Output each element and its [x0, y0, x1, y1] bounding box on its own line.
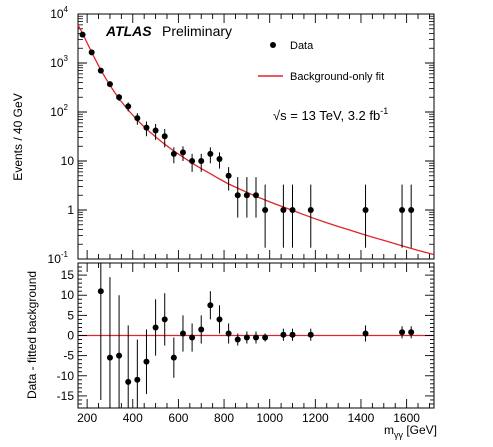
top-data-point	[243, 192, 250, 199]
top-data-point	[79, 31, 86, 38]
residual-point	[134, 376, 141, 383]
top-data-point	[161, 133, 168, 140]
top-data-point	[116, 94, 123, 101]
residual-point	[262, 334, 269, 341]
residual-point	[216, 316, 223, 323]
top-data-point	[88, 49, 95, 56]
top-data-point	[280, 207, 287, 213]
top-data-points	[79, 31, 415, 248]
residual-point	[161, 316, 168, 323]
top-panel: 10-1 1 10 102 103 104 Events / 40 GeV ATLAS P…	[11, 5, 435, 266]
top-y-tick-label: 10-1	[48, 250, 69, 266]
residual-point	[198, 326, 205, 333]
top-data-point	[262, 207, 269, 213]
top-data-point	[152, 127, 159, 134]
top-data-point	[408, 207, 415, 213]
top-y-tick-label: 10	[61, 154, 75, 168]
bottom-y-tick-label: 10	[61, 288, 75, 302]
bottom-y-ticks: -15 -10 -5 0 5 10 15	[57, 266, 434, 405]
bottom-y-tick-label: 5	[67, 308, 74, 322]
top-data-point	[143, 124, 150, 131]
residual-point	[179, 330, 186, 337]
experiment-label: ATLAS	[105, 23, 152, 39]
top-y-tick-label: 102	[50, 103, 68, 119]
top-data-point	[225, 172, 232, 179]
residual-point	[289, 331, 296, 338]
legend-data-marker	[270, 42, 276, 48]
residual-point	[399, 329, 406, 336]
residual-point	[116, 352, 123, 359]
y-axis-title-top: Events / 40 GeV	[11, 93, 25, 180]
x-tick-label: 800	[214, 411, 234, 425]
residual-point	[408, 329, 415, 336]
top-y-tick-label: 1	[67, 203, 74, 217]
bottom-y-tick-label: -10	[57, 369, 75, 383]
top-x-ticks	[86, 14, 430, 259]
residual-point	[97, 288, 104, 295]
y-axis-title-bottom: Data - fitted background	[25, 271, 39, 399]
residual-point	[143, 358, 150, 365]
x-tick-label: 1600	[393, 411, 420, 425]
x-tick-label: 200	[77, 411, 97, 425]
bottom-y-tick-label: -15	[57, 389, 75, 403]
top-data-point	[179, 149, 186, 156]
residual-point	[225, 330, 232, 337]
residual-point	[234, 336, 241, 343]
bottom-y-tick-label: -5	[63, 349, 74, 363]
top-data-point	[289, 207, 296, 213]
top-data-point	[125, 103, 132, 110]
bottom-x-ticks: 200 400 600 800 1000 1200 1400 1600	[77, 263, 430, 425]
residual-point	[106, 354, 113, 361]
top-data-point	[198, 158, 205, 164]
status-label: Preliminary	[162, 23, 232, 39]
top-data-point	[399, 207, 406, 213]
residual-point	[152, 324, 159, 331]
residual-point	[280, 331, 287, 338]
x-tick-label: 1000	[256, 411, 283, 425]
energy-luminosity-label: √s = 13 TeV, 3.2 fb-1	[273, 106, 388, 123]
top-data-point	[216, 155, 223, 162]
top-data-point	[106, 81, 113, 88]
x-tick-label: 1200	[302, 411, 329, 425]
top-data-point	[307, 207, 314, 213]
bottom-panel: -15 -10 -5 0 5 10 15 200 400 600 800 1000 1200 1400 1…	[25, 262, 437, 440]
x-tick-label: 400	[123, 411, 143, 425]
background-fit-curve	[77, 24, 435, 256]
top-y-tick-label: 103	[50, 54, 68, 70]
top-y-tick-label: 104	[50, 5, 68, 21]
top-data-point	[170, 150, 177, 157]
residual-point	[253, 334, 259, 341]
x-axis-title: mγγ [GeV]	[384, 423, 437, 440]
top-data-point	[189, 158, 196, 164]
residual-point	[307, 331, 314, 338]
top-panel-frame	[77, 13, 435, 260]
top-data-point	[97, 67, 104, 74]
top-data-point	[253, 192, 259, 199]
x-tick-label: 1400	[348, 411, 375, 425]
top-data-point	[362, 207, 369, 213]
residual-point	[207, 302, 214, 309]
residual-point	[362, 330, 369, 337]
legend-fit-label: Background-only fit	[290, 71, 384, 83]
x-tick-label: 600	[168, 411, 188, 425]
legend-data-label: Data	[290, 40, 314, 52]
residual-point	[170, 354, 177, 361]
bottom-y-tick-label: 15	[61, 268, 75, 282]
top-data-point	[134, 115, 141, 122]
residual-point	[189, 334, 196, 341]
residual-point	[243, 334, 250, 341]
residual-point	[125, 378, 132, 385]
top-data-point	[207, 150, 214, 157]
bottom-y-tick-label: 0	[67, 329, 74, 343]
bottom-data-points	[97, 263, 415, 408]
top-y-ticks: 10-1 1 10 102 103 104	[48, 5, 434, 266]
top-data-point	[234, 192, 241, 199]
top-y-minor-ticks	[78, 15, 434, 245]
